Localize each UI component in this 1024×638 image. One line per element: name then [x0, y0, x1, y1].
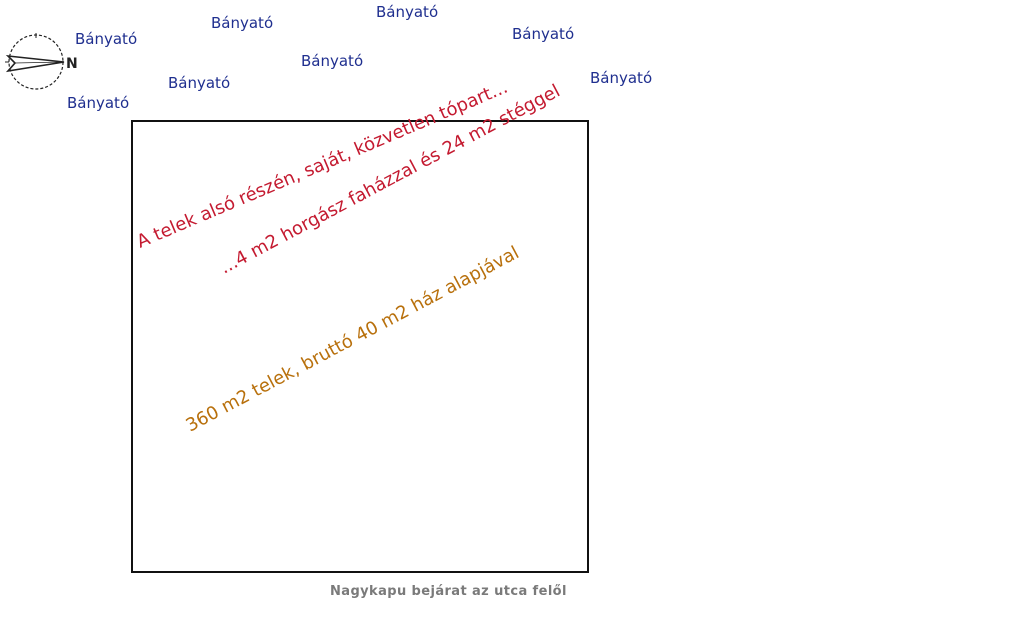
lake-label: Bányató	[168, 74, 230, 92]
compass-north-label: N	[66, 56, 78, 72]
lake-label: Bányató	[67, 94, 129, 112]
plot-boundary	[131, 120, 589, 573]
lake-label: Bányató	[301, 52, 363, 70]
compass-icon: N	[5, 33, 78, 90]
lake-label: Bányató	[75, 30, 137, 48]
lake-label: Bányató	[376, 3, 438, 21]
gate-label: Nagykapu bejárat az utca felől	[330, 584, 567, 599]
lake-label: Bányató	[512, 25, 574, 43]
lake-label: Bányató	[211, 14, 273, 32]
lake-label: Bányató	[590, 69, 652, 87]
